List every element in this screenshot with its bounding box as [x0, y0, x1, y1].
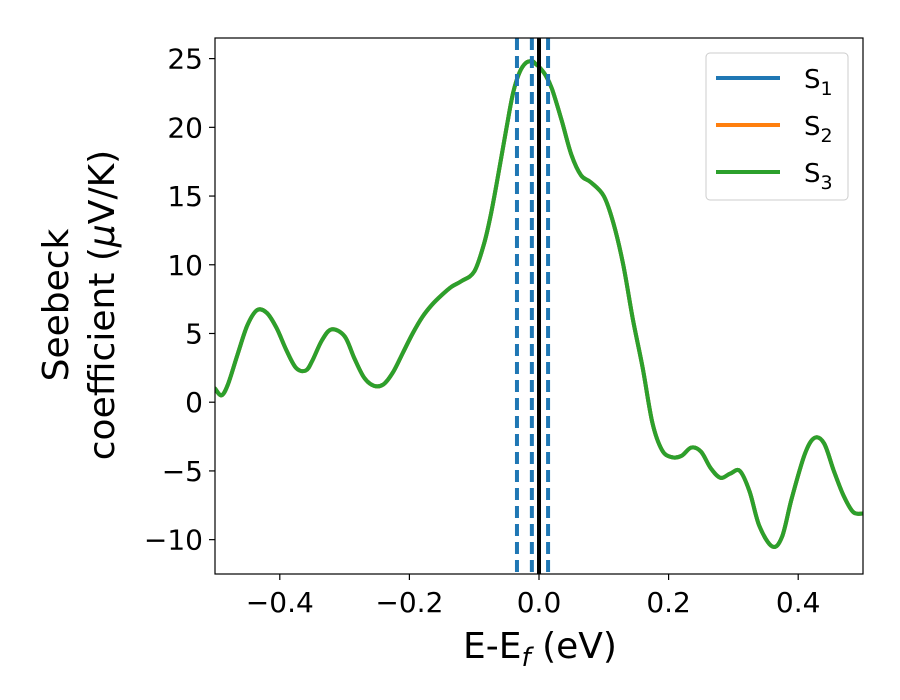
legend: S1 S2 S3: [705, 52, 849, 201]
x-tick-label: −0.2: [375, 586, 443, 619]
x-tick-label: 0.0: [517, 586, 562, 619]
legend-label-S1: S1: [804, 65, 833, 100]
y-tick-label: 0: [185, 386, 203, 419]
x-axis-ticks: −0.4 −0.2 0.0 0.2 0.4: [246, 574, 821, 619]
y-tick-label: 5: [185, 317, 203, 350]
x-tick-label: 0.2: [646, 586, 691, 619]
plot-marks: [215, 38, 863, 574]
y-axis-label-line1: Seebeck: [36, 228, 77, 381]
y-axis-label-line2: coefficient (μV/K): [82, 150, 123, 460]
x-tick-label: −0.4: [246, 586, 314, 619]
x-axis-label: E-Ef (eV): [463, 626, 617, 673]
legend-label-S2: S2: [804, 112, 833, 147]
y-axis-label: Seebeck coefficient (μV/K): [36, 150, 123, 460]
y-tick-label: −5: [162, 455, 203, 488]
y-tick-label: 10: [167, 249, 203, 282]
y-tick-label: 15: [167, 180, 203, 213]
legend-label-S3: S3: [804, 159, 833, 194]
y-tick-label: 20: [167, 111, 203, 144]
y-tick-label: −10: [144, 524, 203, 557]
y-tick-label: 25: [167, 43, 203, 76]
y-axis-ticks: −10 −5 0 5 10 15 20 25: [144, 43, 215, 557]
x-tick-label: 0.4: [776, 586, 821, 619]
